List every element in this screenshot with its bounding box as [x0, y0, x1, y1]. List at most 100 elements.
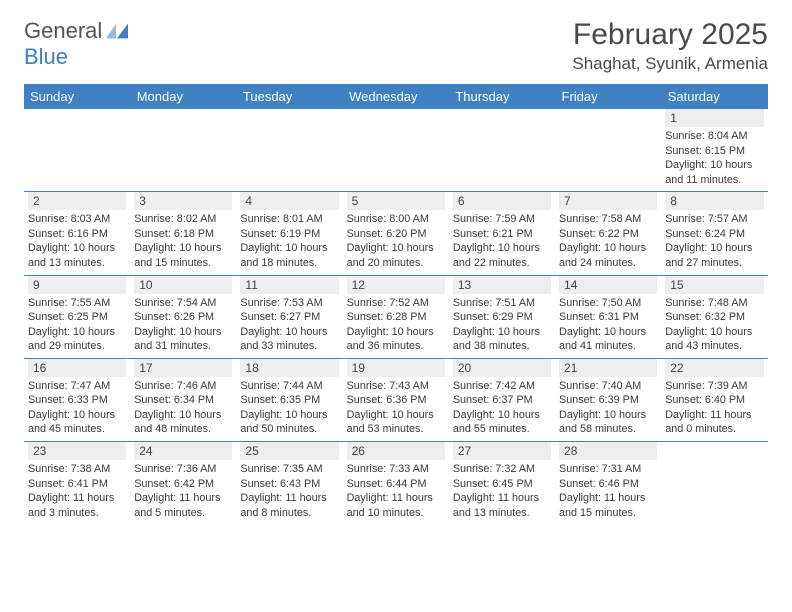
calendar-cell: 6Sunrise: 7:59 AMSunset: 6:21 PMDaylight…: [449, 192, 555, 275]
sunrise-line: Sunrise: 7:48 AM: [665, 296, 763, 311]
sunset-line: Sunset: 6:16 PM: [28, 227, 126, 242]
day-info: Sunrise: 7:52 AMSunset: 6:28 PMDaylight:…: [347, 296, 445, 354]
calendar-cell: 16Sunrise: 7:47 AMSunset: 6:33 PMDayligh…: [24, 358, 130, 441]
sunrise-line: Sunrise: 7:43 AM: [347, 379, 445, 394]
calendar-cell: 12Sunrise: 7:52 AMSunset: 6:28 PMDayligh…: [343, 275, 449, 358]
sunset-line: Sunset: 6:43 PM: [240, 477, 338, 492]
sunset-line: Sunset: 6:22 PM: [559, 227, 657, 242]
sunrise-line: Sunrise: 7:58 AM: [559, 212, 657, 227]
sunset-line: Sunset: 6:45 PM: [453, 477, 551, 492]
day-number: 26: [347, 442, 445, 460]
day-info: Sunrise: 8:00 AMSunset: 6:20 PMDaylight:…: [347, 212, 445, 270]
calendar-cell: 17Sunrise: 7:46 AMSunset: 6:34 PMDayligh…: [130, 358, 236, 441]
daylight-line: Daylight: 10 hours and 50 minutes.: [240, 408, 338, 437]
day-header: Monday: [130, 84, 236, 109]
day-number: 14: [559, 276, 657, 294]
sunset-line: Sunset: 6:41 PM: [28, 477, 126, 492]
day-number: 20: [453, 359, 551, 377]
day-info: Sunrise: 7:31 AMSunset: 6:46 PMDaylight:…: [559, 462, 657, 520]
day-header: Thursday: [449, 84, 555, 109]
day-header: Sunday: [24, 84, 130, 109]
calendar-cell: 1 Sunrise: 8:04 AMSunset: 6:15 PMDaylight…: [661, 109, 767, 192]
day-info: Sunrise: 7:33 AMSunset: 6:44 PMDaylight:…: [347, 462, 445, 520]
sunrise-line: Sunrise: 7:39 AM: [665, 379, 763, 394]
sunrise-line: Sunrise: 7:57 AM: [665, 212, 763, 227]
sunrise-line: Sunrise: 7:42 AM: [453, 379, 551, 394]
day-info: Sunrise: 8:02 AMSunset: 6:18 PMDaylight:…: [134, 212, 232, 270]
calendar-cell: 2Sunrise: 8:03 AMSunset: 6:16 PMDaylight…: [24, 192, 130, 275]
day-info: Sunrise: 7:59 AMSunset: 6:21 PMDaylight:…: [453, 212, 551, 270]
sunset-line: Sunset: 6:20 PM: [347, 227, 445, 242]
calendar-cell: 26 Sunrise: 7:33 AMSunset: 6:44 PMDayligh…: [343, 442, 449, 525]
day-number: 11: [240, 276, 338, 294]
daylight-line: Daylight: 11 hours and 13 minutes.: [453, 491, 551, 520]
day-number: 7: [559, 192, 657, 210]
day-number: 18: [240, 359, 338, 377]
day-info: Sunrise: 7:48 AMSunset: 6:32 PMDaylight:…: [665, 296, 763, 354]
sunrise-line: Sunrise: 8:04 AM: [665, 129, 763, 144]
sunset-line: Sunset: 6:39 PM: [559, 393, 657, 408]
day-number: 27: [453, 442, 551, 460]
day-number: 5: [347, 192, 445, 210]
sunset-line: Sunset: 6:37 PM: [453, 393, 551, 408]
day-number: 10: [134, 276, 232, 294]
day-number: 15: [665, 276, 763, 294]
calendar-row: 16Sunrise: 7:47 AMSunset: 6:33 PMDayligh…: [24, 358, 768, 441]
day-header: Wednesday: [343, 84, 449, 109]
sunrise-line: Sunrise: 7:50 AM: [559, 296, 657, 311]
day-number: 24: [134, 442, 232, 460]
calendar-cell: 19Sunrise: 7:43 AMSunset: 6:36 PMDayligh…: [343, 358, 449, 441]
day-info: Sunrise: 8:04 AMSunset: 6:15 PMDaylight:…: [665, 129, 763, 187]
calendar-cell: 7 Sunrise: 7:58 AMSunset: 6:22 PMDaylight…: [555, 192, 661, 275]
daylight-line: Daylight: 10 hours and 53 minutes.: [347, 408, 445, 437]
logo: General: [24, 18, 130, 44]
sunset-line: Sunset: 6:15 PM: [665, 144, 763, 159]
daylight-line: Daylight: 10 hours and 38 minutes.: [453, 325, 551, 354]
day-number: 1: [665, 109, 763, 127]
day-info: Sunrise: 7:58 AMSunset: 6:22 PMDaylight:…: [559, 212, 657, 270]
daylight-line: Daylight: 10 hours and 13 minutes.: [28, 241, 126, 270]
calendar-cell: 4Sunrise: 8:01 AMSunset: 6:19 PMDaylight…: [236, 192, 342, 275]
daylight-line: Daylight: 10 hours and 45 minutes.: [28, 408, 126, 437]
daylight-line: Daylight: 10 hours and 20 minutes.: [347, 241, 445, 270]
daylight-line: Daylight: 10 hours and 48 minutes.: [134, 408, 232, 437]
sunset-line: Sunset: 6:42 PM: [134, 477, 232, 492]
day-info: Sunrise: 7:35 AMSunset: 6:43 PMDaylight:…: [240, 462, 338, 520]
sunset-line: Sunset: 6:18 PM: [134, 227, 232, 242]
sunrise-line: Sunrise: 7:53 AM: [240, 296, 338, 311]
calendar-cell: ..: [236, 109, 342, 192]
day-info: Sunrise: 7:36 AMSunset: 6:42 PMDaylight:…: [134, 462, 232, 520]
day-info: Sunrise: 7:46 AMSunset: 6:34 PMDaylight:…: [134, 379, 232, 437]
sunrise-line: Sunrise: 7:36 AM: [134, 462, 232, 477]
page-title: February 2025: [572, 18, 768, 52]
day-info: Sunrise: 7:32 AMSunset: 6:45 PMDaylight:…: [453, 462, 551, 520]
sunset-line: Sunset: 6:44 PM: [347, 477, 445, 492]
daylight-line: Daylight: 11 hours and 5 minutes.: [134, 491, 232, 520]
sunrise-line: Sunrise: 7:52 AM: [347, 296, 445, 311]
calendar-cell: 24 Sunrise: 7:36 AMSunset: 6:42 PMDayligh…: [130, 442, 236, 525]
calendar-cell: 14Sunrise: 7:50 AMSunset: 6:31 PMDayligh…: [555, 275, 661, 358]
daylight-line: Daylight: 10 hours and 27 minutes.: [665, 241, 763, 270]
daylight-line: Daylight: 10 hours and 22 minutes.: [453, 241, 551, 270]
calendar-body: ............1Sunrise: 8:04 AMSunset: 6:1…: [24, 109, 768, 524]
calendar-cell: 3Sunrise: 8:02 AMSunset: 6:18 PMDaylight…: [130, 192, 236, 275]
day-info: Sunrise: 7:38 AMSunset: 6:41 PMDaylight:…: [28, 462, 126, 520]
calendar-cell: ..: [449, 109, 555, 192]
day-number: 28: [559, 442, 657, 460]
day-info: Sunrise: 7:51 AMSunset: 6:29 PMDaylight:…: [453, 296, 551, 354]
sunset-line: Sunset: 6:21 PM: [453, 227, 551, 242]
calendar-cell: ..: [130, 109, 236, 192]
sunset-line: Sunset: 6:40 PM: [665, 393, 763, 408]
header: General February 2025 Shaghat, Syunik, A…: [24, 18, 768, 74]
day-number: 19: [347, 359, 445, 377]
daylight-line: Daylight: 10 hours and 29 minutes.: [28, 325, 126, 354]
daylight-line: Daylight: 10 hours and 58 minutes.: [559, 408, 657, 437]
day-number: 9: [28, 276, 126, 294]
sunrise-line: Sunrise: 7:54 AM: [134, 296, 232, 311]
daylight-line: Daylight: 11 hours and 0 minutes.: [665, 408, 763, 437]
day-info: Sunrise: 7:47 AMSunset: 6:33 PMDaylight:…: [28, 379, 126, 437]
sunset-line: Sunset: 6:35 PM: [240, 393, 338, 408]
calendar-cell: 15 Sunrise: 7:48 AMSunset: 6:32 PMDayligh…: [661, 275, 767, 358]
calendar-cell: 23Sunrise: 7:38 AMSunset: 6:41 PMDayligh…: [24, 442, 130, 525]
sunrise-line: Sunrise: 8:01 AM: [240, 212, 338, 227]
